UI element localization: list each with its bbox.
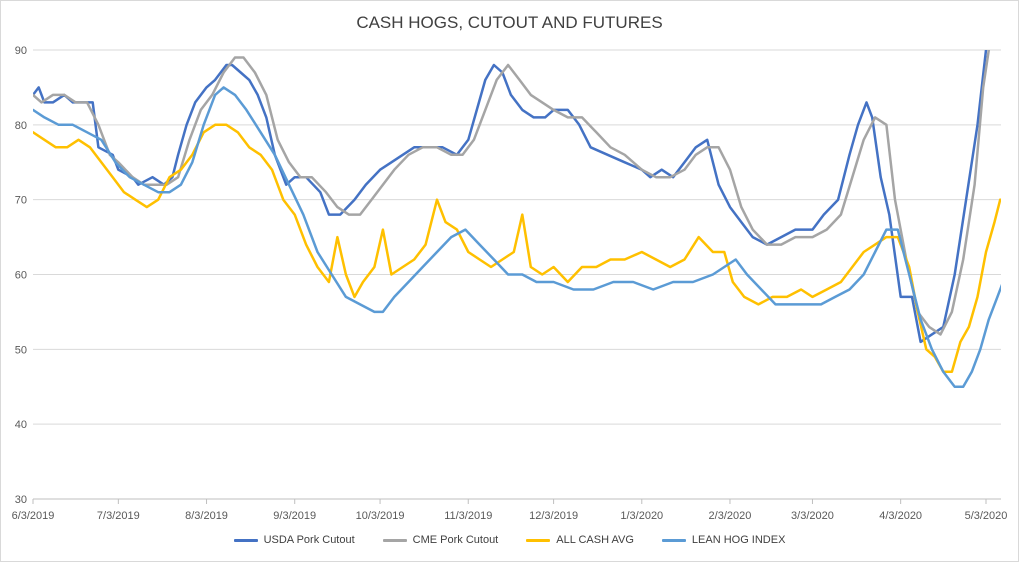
x-tick-label: 1/3/2020 bbox=[620, 510, 663, 522]
series-lines bbox=[33, 50, 1001, 389]
legend-item: LEAN HOG INDEX bbox=[661, 534, 786, 546]
y-tick-label: 70 bbox=[15, 195, 27, 207]
series-line-cme-pork-cutout bbox=[33, 50, 991, 336]
legend-label: ALL CASH AVG bbox=[556, 534, 634, 546]
x-tick-label: 6/3/2019 bbox=[12, 510, 55, 522]
y-tick-label: 50 bbox=[15, 344, 27, 356]
x-tick-label: 9/3/2019 bbox=[273, 510, 316, 522]
x-tick-label: 11/3/2019 bbox=[444, 510, 492, 522]
x-tick-label: 7/3/2019 bbox=[97, 510, 140, 522]
legend-swatch bbox=[526, 538, 551, 542]
legend-label: LEAN HOG INDEX bbox=[691, 534, 786, 546]
x-tick-label: 12/3/2019 bbox=[529, 510, 578, 522]
legend-swatch bbox=[233, 538, 258, 542]
y-tick-label: 40 bbox=[15, 419, 27, 431]
y-tick-label: 90 bbox=[15, 45, 27, 57]
legend-item: USDA Pork Cutout bbox=[233, 534, 355, 546]
x-tick-label: 5/3/2020 bbox=[965, 510, 1008, 522]
x-tick-label: 10/3/2019 bbox=[356, 510, 405, 522]
legend-item: ALL CASH AVG bbox=[526, 534, 634, 546]
x-tick-label: 4/3/2020 bbox=[879, 510, 922, 522]
y-tick-label: 60 bbox=[15, 270, 27, 282]
legend-swatch bbox=[382, 538, 407, 542]
series-line-lean-hog-index bbox=[33, 86, 1001, 389]
x-tick-label: 8/3/2019 bbox=[185, 510, 228, 522]
axes: 30 40 50 60 70 80 90 6/3/2019 7/3/2019 8/3/2019 9/… bbox=[12, 45, 1008, 522]
legend-label: CME Pork Cutout bbox=[412, 534, 499, 546]
legend-item: CME Pork Cutout bbox=[382, 534, 499, 546]
y-tick-label: 30 bbox=[15, 494, 27, 506]
legend: USDA Pork Cutout CME Pork Cutout ALL CASH … bbox=[1, 534, 1018, 546]
series-line-all-cash-avg bbox=[33, 123, 1001, 374]
x-tick-label: 3/3/2020 bbox=[791, 510, 834, 522]
legend-swatch bbox=[661, 538, 686, 542]
legend-label: USDA Pork Cutout bbox=[263, 534, 355, 546]
y-tick-label: 80 bbox=[15, 120, 27, 132]
line-chart: 30 40 50 60 70 80 90 6/3/2019 7/3/2019 8/3/2019 9/… bbox=[12, 45, 1008, 522]
series-line-usda-pork-cutout bbox=[33, 50, 988, 344]
x-tick-label: 2/3/2020 bbox=[709, 510, 752, 522]
chart-title: CASH HOGS, CUTOUT AND FUTURES bbox=[356, 13, 663, 32]
